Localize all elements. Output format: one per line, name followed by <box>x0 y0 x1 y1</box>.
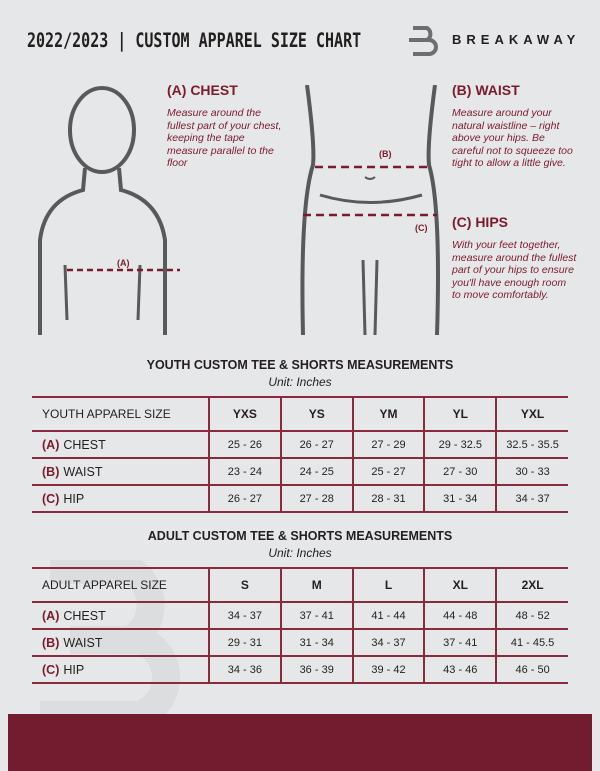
table-row: (B) WAIST 23 - 24 24 - 25 25 - 27 27 - 30 30 -… <box>32 458 568 486</box>
waist-heading: (B) WAIST <box>452 82 520 98</box>
hips-heading: (C) HIPS <box>452 214 508 230</box>
size-value: 34 - 37 <box>351 629 426 657</box>
size-value: 25 - 27 <box>351 458 426 486</box>
size-value: 46 - 50 <box>495 656 568 684</box>
size-value: 34 - 36 <box>208 656 282 684</box>
table-row: (B) WAIST 29 - 31 31 - 34 34 - 37 37 - 41 41 -… <box>32 629 568 657</box>
table-row: (C) HIP 34 - 36 36 - 39 39 - 42 43 - 46 46 - 5… <box>32 656 568 684</box>
size-value: 27 - 28 <box>279 485 354 513</box>
table-row: (C) HIP 26 - 27 27 - 28 28 - 31 31 - 34 34 - 3… <box>32 485 568 513</box>
measure-label: (B) WAIST <box>32 458 210 486</box>
size-header: S <box>208 567 282 603</box>
table-row: (A) CHEST 34 - 37 37 - 41 41 - 44 44 - 48 48 -… <box>32 602 568 630</box>
size-header: YM <box>351 396 426 432</box>
youth-table-title: YOUTH CUSTOM TEE & SHORTS MEASUREMENTS <box>146 358 454 372</box>
size-value: 41 - 45.5 <box>495 629 568 657</box>
size-value: 48 - 52 <box>495 602 568 630</box>
footer-bar <box>8 714 592 771</box>
hips-marker: (C) <box>415 223 428 233</box>
size-value: 44 - 48 <box>423 602 498 630</box>
size-value: 27 - 30 <box>423 458 498 486</box>
size-value: 26 - 27 <box>208 485 282 513</box>
size-header: XL <box>423 567 498 603</box>
size-value: 41 - 44 <box>351 602 426 630</box>
brand-name: BREAKAWAY <box>452 32 581 47</box>
measure-label: (C) HIP <box>32 485 210 513</box>
size-value: 37 - 41 <box>279 602 354 630</box>
lower-body-figure <box>300 85 440 336</box>
size-value: 25 - 26 <box>208 431 282 459</box>
size-value: 32.5 - 35.5 <box>495 431 568 459</box>
size-value: 39 - 42 <box>351 656 426 684</box>
upper-body-figure <box>38 86 180 335</box>
size-header: 2XL <box>495 567 568 603</box>
row-header-label: YOUTH APPAREL SIZE <box>32 396 210 432</box>
measure-code: (A) <box>42 437 60 452</box>
size-value: 36 - 39 <box>279 656 354 684</box>
size-value: 29 - 31 <box>208 629 282 657</box>
size-value: 37 - 41 <box>423 629 498 657</box>
measure-name: HIP <box>63 491 85 506</box>
table-row: (A) CHEST 25 - 26 26 - 27 27 - 29 29 - 32.5 32… <box>32 431 568 459</box>
measure-name: WAIST <box>63 635 103 650</box>
measure-name: WAIST <box>63 464 103 479</box>
size-header: L <box>351 567 426 603</box>
measure-label: (A) CHEST <box>32 602 210 630</box>
size-value: 31 - 34 <box>423 485 498 513</box>
measure-label: (C) HIP <box>32 656 210 684</box>
row-header-label: ADULT APPAREL SIZE <box>32 567 210 603</box>
chest-heading: (A) CHEST <box>167 82 238 98</box>
size-header: YS <box>279 396 354 432</box>
chest-description: Measure around the fullest part of your … <box>167 107 282 170</box>
size-value: 27 - 29 <box>351 431 426 459</box>
size-value: 23 - 24 <box>208 458 282 486</box>
waist-marker: (B) <box>379 149 392 159</box>
adult-table-title: ADULT CUSTOM TEE & SHORTS MEASUREMENTS <box>147 529 453 543</box>
size-value: 28 - 31 <box>351 485 426 513</box>
table-header-row: ADULT APPAREL SIZE S M L XL 2XL <box>32 567 568 603</box>
measure-name: CHEST <box>63 437 106 452</box>
size-header: M <box>279 567 354 603</box>
measure-label: (B) WAIST <box>32 629 210 657</box>
size-value: 34 - 37 <box>208 602 282 630</box>
measure-code: (B) <box>42 464 60 479</box>
size-header: YXS <box>208 396 282 432</box>
page-title: 2022/2023 | CUSTOM APPAREL SIZE CHART <box>27 28 362 53</box>
table-header-row: YOUTH APPAREL SIZE YXS YS YM YL YXL <box>32 396 568 432</box>
youth-size-table: YOUTH APPAREL SIZE YXS YS YM YL YXL (A) CHEST 25… <box>32 396 568 513</box>
measure-code: (B) <box>42 635 60 650</box>
adult-size-table: ADULT APPAREL SIZE S M L XL 2XL (A) CHEST 34 - 3… <box>32 567 568 684</box>
waist-description: Measure around your natural waistline – … <box>452 107 573 170</box>
size-value: 31 - 34 <box>279 629 354 657</box>
youth-unit: Unit: Inches <box>268 375 332 389</box>
adult-unit: Unit: Inches <box>268 546 332 560</box>
measure-code: (C) <box>42 491 60 506</box>
measure-name: CHEST <box>63 608 106 623</box>
size-header: YL <box>423 396 498 432</box>
measure-label: (A) CHEST <box>32 431 210 459</box>
size-value: 29 - 32.5 <box>423 431 498 459</box>
size-value: 24 - 25 <box>279 458 354 486</box>
size-value: 30 - 33 <box>495 458 568 486</box>
breakaway-logo-icon <box>409 26 438 56</box>
measure-name: HIP <box>63 662 85 677</box>
size-value: 43 - 46 <box>423 656 498 684</box>
measure-code: (A) <box>42 608 60 623</box>
chest-marker: (A) <box>117 258 130 268</box>
size-value: 34 - 37 <box>495 485 568 513</box>
measure-code: (C) <box>42 662 60 677</box>
hips-description: With your feet together, measure around … <box>452 239 577 302</box>
size-value: 26 - 27 <box>279 431 354 459</box>
size-header: YXL <box>495 396 568 432</box>
